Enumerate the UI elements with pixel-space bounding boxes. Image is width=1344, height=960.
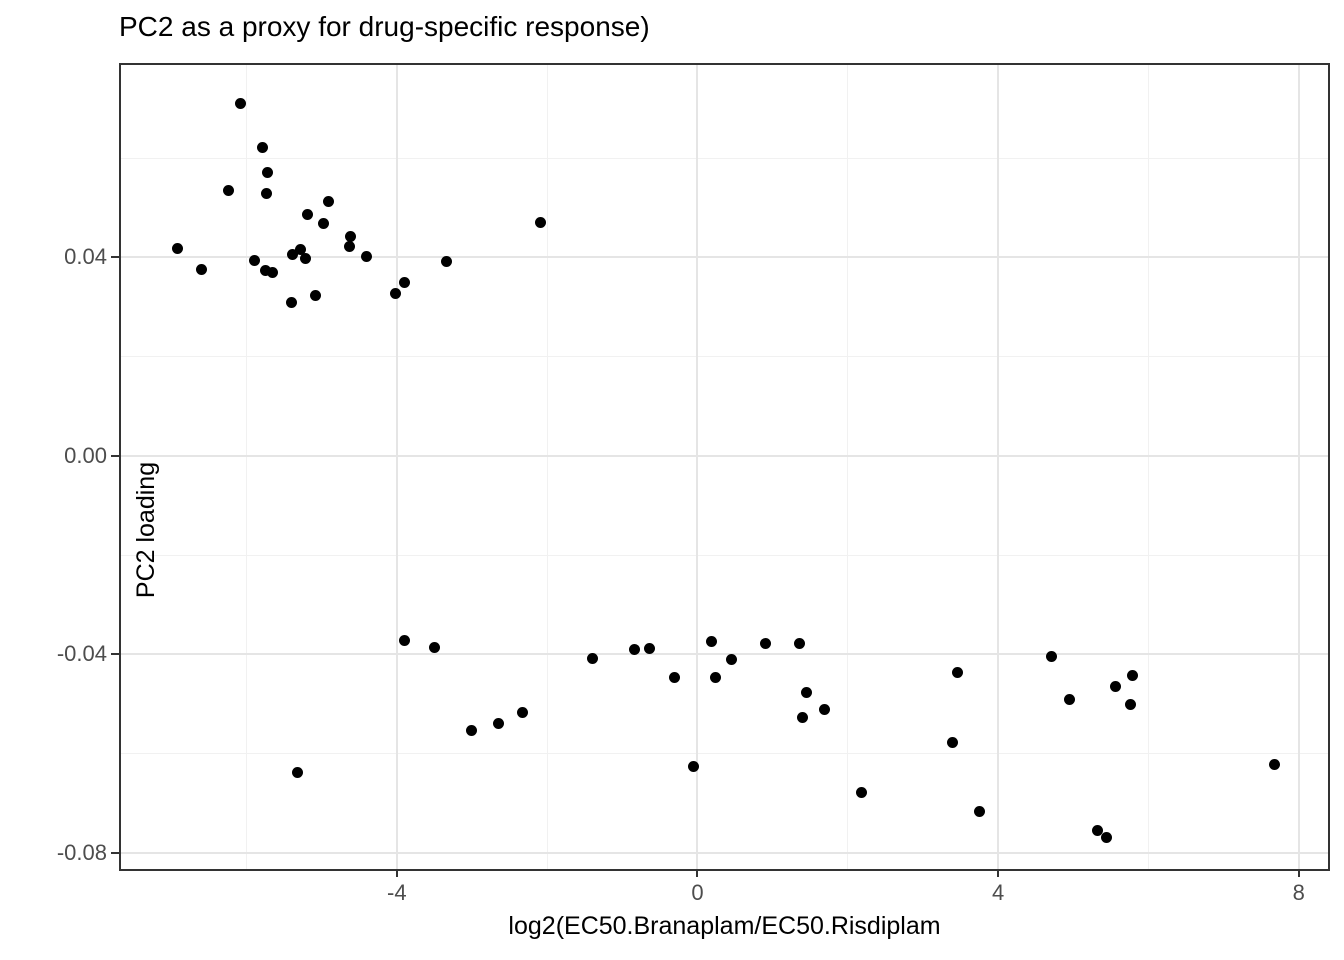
y-major-gridline bbox=[121, 454, 1328, 457]
data-point bbox=[1125, 699, 1137, 711]
data-point bbox=[669, 671, 681, 683]
x-tick-label: 8 bbox=[1292, 880, 1305, 905]
data-point bbox=[1110, 680, 1122, 692]
data-point bbox=[760, 637, 772, 649]
data-point bbox=[973, 805, 985, 817]
data-point bbox=[256, 142, 268, 154]
data-point bbox=[725, 653, 737, 665]
data-point bbox=[294, 243, 306, 255]
data-point bbox=[687, 760, 699, 772]
y-tick-label: 0.04 bbox=[64, 244, 107, 270]
data-point bbox=[389, 288, 401, 300]
x-minor-gridline bbox=[246, 65, 247, 869]
y-tick-mark bbox=[111, 653, 119, 656]
data-point bbox=[793, 637, 805, 649]
x-tick-mark bbox=[696, 869, 699, 877]
data-point bbox=[302, 209, 314, 221]
data-point bbox=[1126, 670, 1138, 682]
y-minor-gridline bbox=[121, 356, 1328, 358]
data-point bbox=[195, 264, 207, 276]
y-tick-mark bbox=[111, 454, 119, 457]
data-point bbox=[705, 635, 717, 647]
data-point bbox=[300, 253, 312, 265]
data-point bbox=[796, 711, 808, 723]
x-tick-mark bbox=[997, 869, 1000, 877]
x-major-gridline bbox=[997, 65, 1000, 869]
plot-panel bbox=[119, 63, 1330, 871]
y-major-gridline bbox=[121, 851, 1328, 854]
data-point bbox=[260, 264, 272, 276]
plot-panel-inner bbox=[121, 65, 1328, 869]
data-point bbox=[267, 266, 279, 278]
y-minor-gridline bbox=[121, 752, 1328, 754]
data-point bbox=[286, 249, 298, 261]
data-point bbox=[171, 243, 183, 255]
y-tick-label: 0.00 bbox=[64, 442, 107, 468]
x-minor-gridline bbox=[1147, 65, 1149, 869]
data-point bbox=[440, 256, 452, 268]
data-point bbox=[322, 195, 334, 207]
data-point bbox=[344, 241, 356, 253]
x-minor-gridline bbox=[847, 65, 849, 869]
y-tick-label: -0.04 bbox=[56, 641, 107, 667]
data-point bbox=[428, 642, 440, 654]
data-point bbox=[285, 296, 297, 308]
data-point bbox=[587, 652, 599, 664]
data-point bbox=[534, 216, 546, 228]
data-point bbox=[800, 687, 812, 699]
y-tick-label: -0.08 bbox=[56, 839, 107, 865]
data-point bbox=[947, 737, 959, 749]
x-major-gridline bbox=[395, 65, 398, 869]
data-point bbox=[1100, 831, 1112, 843]
data-point bbox=[1092, 824, 1104, 836]
data-point bbox=[1063, 693, 1075, 705]
data-point bbox=[855, 787, 867, 799]
data-point bbox=[951, 666, 963, 678]
y-minor-gridline bbox=[121, 554, 1328, 556]
data-point bbox=[1268, 759, 1280, 771]
y-minor-gridline bbox=[121, 157, 1328, 159]
data-point bbox=[399, 276, 411, 288]
data-point bbox=[309, 289, 321, 301]
axes-layer: PC2 loading -4 0 4 8 0.04 0.00 -0.04 -0.08 bbox=[57, 63, 1330, 905]
data-point bbox=[818, 703, 830, 715]
data-point bbox=[261, 188, 273, 200]
data-point bbox=[345, 231, 357, 243]
data-point bbox=[629, 643, 641, 655]
y-axis-title: PC2 loading bbox=[132, 461, 160, 599]
x-tick-label: 4 bbox=[991, 880, 1005, 905]
data-point bbox=[643, 643, 655, 655]
data-point bbox=[710, 671, 722, 683]
data-point bbox=[1046, 650, 1058, 662]
y-tick-mark bbox=[111, 851, 119, 854]
x-tick-label: -4 bbox=[387, 880, 407, 905]
x-tick-mark bbox=[395, 869, 398, 877]
x-tick-mark bbox=[1297, 869, 1300, 877]
plot-title: PC2 as a proxy for drug-specific respons… bbox=[119, 11, 650, 42]
data-point bbox=[361, 250, 372, 262]
data-point bbox=[466, 725, 478, 737]
y-major-gridline bbox=[121, 653, 1328, 656]
data-point bbox=[516, 706, 528, 718]
data-point bbox=[493, 717, 505, 729]
x-tick-label: 0 bbox=[691, 880, 704, 905]
data-point bbox=[249, 255, 261, 267]
data-point bbox=[318, 217, 330, 229]
data-point bbox=[223, 185, 235, 196]
x-major-gridline bbox=[1297, 65, 1300, 869]
data-point bbox=[234, 98, 246, 110]
x-minor-gridline bbox=[546, 65, 548, 869]
x-axis-title: log2(EC50.Branaplam/EC50.Risdiplam bbox=[508, 912, 941, 940]
y-tick-mark bbox=[111, 256, 119, 259]
y-major-gridline bbox=[121, 256, 1328, 259]
data-point bbox=[261, 167, 273, 179]
data-point bbox=[291, 767, 303, 779]
x-major-gridline bbox=[696, 65, 699, 869]
data-point bbox=[398, 634, 410, 646]
